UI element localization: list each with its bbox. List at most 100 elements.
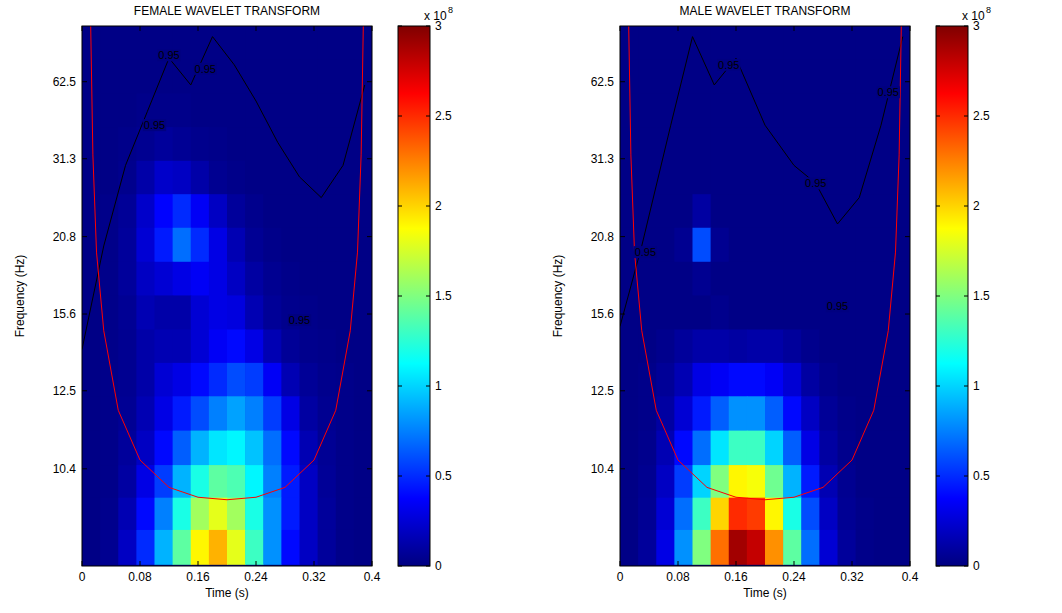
heatmap-cell xyxy=(245,127,264,161)
heatmap-cell xyxy=(765,530,784,565)
heatmap-cell xyxy=(227,465,246,498)
heatmap-cell xyxy=(281,60,300,94)
heatmap-cell xyxy=(318,262,337,296)
heatmap-cell xyxy=(82,498,101,531)
heatmap-cell xyxy=(263,93,282,127)
heatmap-cell xyxy=(819,498,838,531)
heatmap-cell xyxy=(118,228,137,263)
heatmap-cell xyxy=(856,396,875,431)
x-tick-label: 0 xyxy=(79,570,86,584)
colorbar-tick xyxy=(398,566,430,567)
heatmap-cell xyxy=(674,161,693,195)
heatmap-cell xyxy=(801,363,820,397)
heatmap-cell xyxy=(155,295,174,330)
heatmap-cell xyxy=(638,396,657,431)
heatmap-cell xyxy=(819,262,838,296)
heatmap-cell xyxy=(263,60,282,94)
heatmap-cell xyxy=(674,363,693,397)
x-tick xyxy=(852,26,853,566)
x-tick xyxy=(82,26,83,566)
heatmap-cell xyxy=(336,194,355,228)
heatmap-cell xyxy=(281,26,300,60)
colorbar-tick-label: 0.5 xyxy=(973,469,990,483)
heatmap-cell xyxy=(856,363,875,397)
heatmap-cell xyxy=(281,431,300,466)
plot-frame xyxy=(620,26,910,566)
heatmap-cell xyxy=(638,60,657,94)
heatmap-cell xyxy=(82,194,101,228)
heatmap-cell xyxy=(656,262,675,296)
heatmap-cell xyxy=(318,431,337,466)
heatmap-cell xyxy=(281,127,300,161)
heatmap-cell xyxy=(300,262,319,296)
colorbar-tick-label: 1.5 xyxy=(435,289,452,303)
heatmap-cell xyxy=(209,161,228,195)
heatmap-cell xyxy=(856,530,875,565)
chart-root: 00.080.160.240.320.462.531.320.815.612.5… xyxy=(0,0,1062,613)
heatmap-cell xyxy=(819,431,838,466)
heatmap-cell xyxy=(729,465,748,498)
heatmap-cell xyxy=(620,465,639,498)
heatmap-cell xyxy=(693,93,712,127)
heatmap-cell xyxy=(693,194,712,228)
heatmap-cell xyxy=(173,530,192,565)
heatmap-cell xyxy=(747,127,766,161)
heatmap-cell xyxy=(747,396,766,431)
heatmap-cell xyxy=(82,363,101,397)
heatmap-cell xyxy=(838,431,857,466)
heatmap-cell xyxy=(354,431,372,466)
heatmap-cell xyxy=(656,26,675,60)
heatmap-cell xyxy=(874,26,893,60)
colorbar-tick xyxy=(398,386,430,387)
x-tick-label: 0.24 xyxy=(782,570,806,584)
heatmap-cell xyxy=(801,498,820,531)
y-tick-label: 62.5 xyxy=(591,75,615,89)
heatmap-cell xyxy=(783,498,802,531)
heatmap-cell xyxy=(656,60,675,94)
heatmap-cell xyxy=(747,498,766,531)
heatmap-cell xyxy=(747,530,766,565)
colorbar-tick xyxy=(936,386,968,387)
heatmap-cell xyxy=(747,329,766,363)
heatmap-cell xyxy=(892,329,910,363)
heatmap-cell xyxy=(82,465,101,498)
heatmap-cell xyxy=(856,465,875,498)
heatmap-cell xyxy=(656,396,675,431)
heatmap-cell xyxy=(100,127,119,161)
heatmap-cell xyxy=(118,396,137,431)
heatmap-cell xyxy=(638,26,657,60)
heatmap-cell xyxy=(693,329,712,363)
heatmap-cell xyxy=(747,194,766,228)
heatmap-cell xyxy=(100,465,119,498)
heatmap-cell xyxy=(336,530,355,565)
heatmap-cell xyxy=(729,329,748,363)
heatmap-cell xyxy=(318,465,337,498)
y-tick-label: 62.5 xyxy=(53,75,77,89)
heatmap-cell xyxy=(336,161,355,195)
heatmap-cell xyxy=(856,262,875,296)
heatmap-cell xyxy=(318,194,337,228)
heatmap-cell xyxy=(300,363,319,397)
heatmap-cell xyxy=(838,262,857,296)
heatmap-cell xyxy=(318,396,337,431)
heatmap-cell xyxy=(656,127,675,161)
heatmap-cell xyxy=(638,329,657,363)
colorbar xyxy=(936,26,968,566)
heatmap-cell xyxy=(856,431,875,466)
heatmap-cell xyxy=(100,530,119,565)
heatmap-cell xyxy=(765,194,784,228)
annotation-background xyxy=(288,314,311,326)
y-tick xyxy=(620,236,910,237)
heatmap-cell xyxy=(656,431,675,466)
colorbar xyxy=(398,26,430,566)
heatmap-cell xyxy=(82,431,101,466)
annotation-background xyxy=(157,49,180,61)
heatmap-cell xyxy=(227,431,246,466)
colorbar-tick xyxy=(936,26,968,27)
heatmap-cell xyxy=(783,26,802,60)
annotation-background xyxy=(877,86,900,98)
heatmap-cell xyxy=(227,127,246,161)
heatmap-cell xyxy=(245,194,264,228)
heatmap-cell xyxy=(620,431,639,466)
heatmap-cell xyxy=(620,161,639,195)
